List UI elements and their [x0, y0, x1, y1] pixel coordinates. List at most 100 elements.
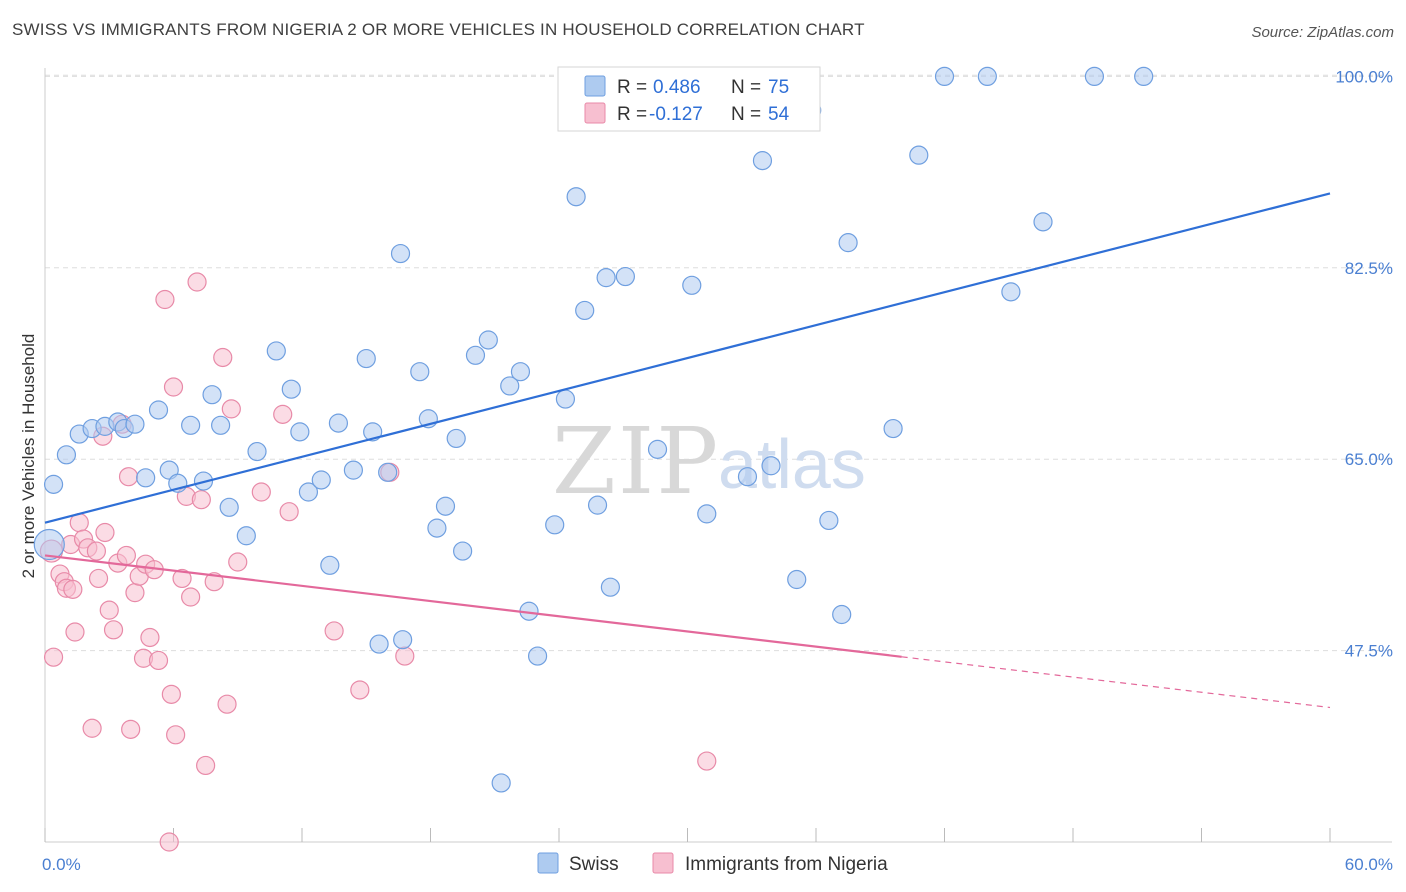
- swiss-point: [1001, 282, 1021, 302]
- swiss-point: [883, 418, 903, 439]
- swiss-point: [410, 362, 430, 382]
- nigeria-point: [350, 680, 370, 700]
- swiss-point: [311, 470, 331, 490]
- y-tick-label: 65.0%: [1345, 450, 1393, 469]
- swiss-point: [600, 577, 621, 597]
- legend-r-value-swiss: 0.486: [653, 77, 701, 98]
- watermark: ZIP atlas: [552, 408, 866, 515]
- y-tick-label: 82.5%: [1345, 259, 1393, 278]
- swiss-point: [500, 376, 520, 396]
- nigeria-trend-line: [44, 554, 902, 658]
- nigeria-point: [196, 755, 216, 776]
- nigeria-point: [99, 600, 119, 620]
- swiss-point: [181, 415, 201, 435]
- nigeria-point: [63, 579, 83, 599]
- swiss-point: [356, 348, 376, 369]
- swiss-point: [575, 300, 595, 321]
- nigeria-point: [148, 650, 169, 671]
- swiss-point: [832, 604, 852, 625]
- nigeria-point: [395, 646, 415, 666]
- swiss-point: [1033, 212, 1053, 232]
- nigeria-point: [204, 572, 224, 592]
- swiss-point: [453, 541, 473, 561]
- y-tick-label: 47.5%: [1345, 642, 1393, 661]
- swiss-point: [787, 569, 807, 590]
- swiss-point: [934, 66, 955, 87]
- y-tick-labels: 47.5% 65.0% 82.5% 100.0%: [1335, 67, 1393, 660]
- swiss-point: [148, 400, 169, 420]
- nigeria-point: [324, 621, 344, 641]
- source-label: Source: ZipAtlas.com: [1251, 24, 1394, 41]
- nigeria-point: [181, 587, 201, 607]
- nigeria-point: [155, 289, 175, 310]
- swiss-point: [247, 441, 267, 462]
- legend-r-value-nigeria: -0.127: [649, 104, 703, 125]
- x-tick-label-max: 60.0%: [1345, 855, 1393, 874]
- swiss-point: [446, 428, 466, 449]
- swiss-point: [527, 646, 548, 666]
- swiss-point: [266, 341, 286, 361]
- swiss-point: [427, 518, 447, 538]
- swiss-point: [290, 422, 310, 442]
- bottom-legend-label-swiss: Swiss: [569, 854, 619, 875]
- swiss-point: [838, 233, 858, 253]
- nigeria-point: [191, 490, 211, 510]
- swiss-point: [647, 439, 668, 459]
- legend-r-label-swiss: R =: [617, 77, 647, 98]
- swiss-point: [393, 630, 413, 650]
- swiss-point: [320, 555, 340, 575]
- bottom-legend: Swiss Immigrants from Nigeria: [537, 852, 888, 875]
- swiss-point: [977, 66, 997, 87]
- watermark-zip: ZIP: [552, 408, 720, 515]
- swiss-point: [909, 145, 929, 165]
- swiss-point: [510, 362, 531, 382]
- swiss-point: [125, 414, 145, 434]
- trend-lines: [44, 192, 1331, 709]
- nigeria-point: [161, 684, 181, 704]
- swiss-point: [682, 275, 702, 295]
- legend: R = 0.486 N = 75 R = -0.127 N = 54: [557, 66, 821, 132]
- swiss-point: [136, 468, 156, 488]
- swiss-point: [737, 467, 758, 487]
- nigeria-point: [82, 718, 102, 738]
- nigeria-point: [217, 694, 237, 714]
- swiss-point: [697, 504, 717, 524]
- swiss-point: [615, 266, 635, 287]
- swiss-point: [587, 495, 608, 515]
- nigeria-point: [86, 541, 107, 561]
- swiss-point: [363, 422, 383, 442]
- nigeria-points: [39, 272, 717, 852]
- nigeria-point: [43, 647, 64, 667]
- swiss-point: [281, 379, 301, 399]
- legend-swatch-nigeria: [584, 102, 606, 124]
- watermark-atlas: atlas: [718, 425, 866, 503]
- legend-n-label-swiss: N =: [731, 77, 761, 98]
- legend-r-label-nigeria: R =: [617, 104, 647, 125]
- swiss-point: [465, 345, 486, 365]
- swiss-point: [378, 462, 398, 482]
- y-axis-label: 2 or more Vehicles in Household: [19, 334, 38, 579]
- nigeria-point: [273, 404, 293, 424]
- swiss-point: [752, 151, 773, 171]
- swiss-point: [478, 330, 498, 350]
- legend-n-value-nigeria: 54: [768, 104, 790, 125]
- nigeria-point: [187, 272, 207, 292]
- legend-n-label-nigeria: N =: [731, 104, 761, 125]
- swiss-point: [596, 268, 616, 288]
- nigeria-point: [65, 622, 85, 642]
- legend-swatch-swiss: [584, 75, 606, 97]
- nigeria-point: [163, 377, 184, 397]
- nigeria-point: [166, 725, 186, 745]
- nigeria-point: [125, 583, 145, 603]
- swiss-point: [343, 460, 363, 480]
- swiss-point: [1134, 66, 1154, 87]
- swiss-point: [328, 413, 349, 433]
- swiss-point: [555, 389, 576, 409]
- nigeria-point: [116, 545, 136, 566]
- swiss-point: [219, 497, 239, 517]
- swiss-point: [566, 187, 586, 207]
- swiss-point: [761, 456, 781, 476]
- y-tick-label: 100.0%: [1335, 67, 1393, 86]
- swiss-point: [545, 515, 565, 535]
- nigeria-trend-line-extension: [901, 656, 1331, 709]
